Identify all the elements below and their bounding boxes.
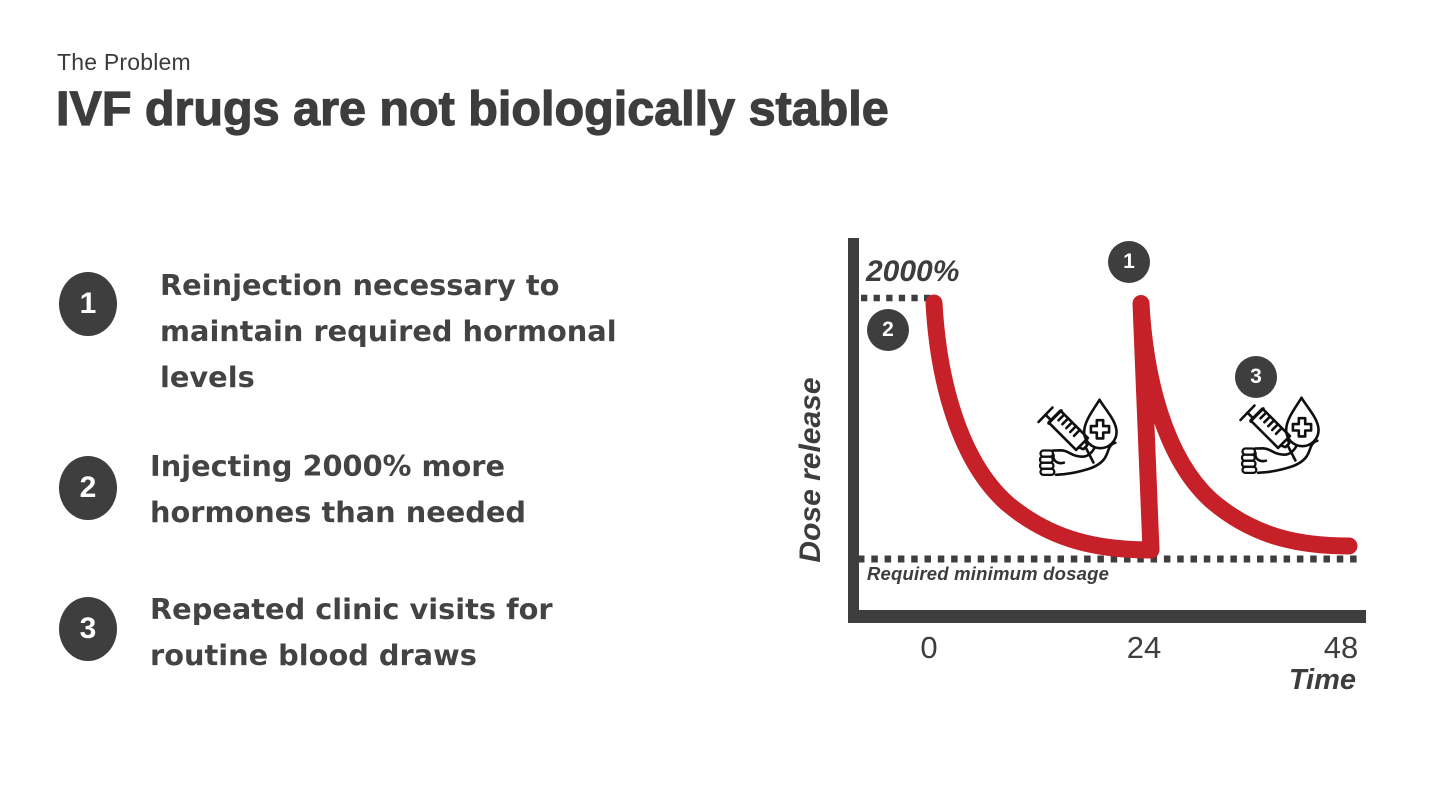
bullet-number-badge: 2 <box>59 456 117 520</box>
bullet-number-badge: 3 <box>59 597 117 661</box>
bullet-number-badge: 1 <box>59 272 117 336</box>
bullet-line: Repeated clinic visits for <box>150 592 553 626</box>
bullet-text: Repeated clinic visits for routine blood… <box>150 586 553 678</box>
x-tick-24: 24 <box>1126 630 1162 665</box>
bullet-text: Injecting 2000% more hormones than neede… <box>150 443 526 535</box>
bullet-text: Reinjection necessary to maintain requir… <box>160 262 617 400</box>
x-tick-48: 48 <box>1323 630 1359 665</box>
bullet-line: Injecting 2000% more <box>150 449 506 483</box>
y-axis <box>848 238 859 623</box>
bullet-line: hormones than needed <box>150 495 527 529</box>
bullet-line: routine blood draws <box>150 638 477 672</box>
eyebrow-label: The Problem <box>57 49 191 75</box>
chart-marker-badge: 3 <box>1235 356 1277 398</box>
x-axis <box>848 610 1366 623</box>
bullet-line: maintain required hormonal <box>160 314 617 348</box>
dose-release-curve <box>925 294 1358 559</box>
syringe-arm-icon <box>1037 398 1118 477</box>
peak-level-label: 2000% <box>866 255 960 288</box>
syringe-arm-icon <box>1239 396 1320 475</box>
chart-marker-badge: 1 <box>1108 241 1150 283</box>
x-tick-0: 0 <box>920 630 938 665</box>
y-axis-label: Dose release <box>794 377 827 563</box>
x-axis-label: Time <box>1288 664 1356 696</box>
bullet-line: Reinjection necessary to <box>160 268 560 302</box>
chart-marker-badge: 2 <box>867 309 909 351</box>
minimum-dosage-label: Required minimum dosage <box>867 563 1110 584</box>
page-title: IVF drugs are not biologically stable <box>55 81 889 136</box>
bullet-line: levels <box>160 360 255 394</box>
